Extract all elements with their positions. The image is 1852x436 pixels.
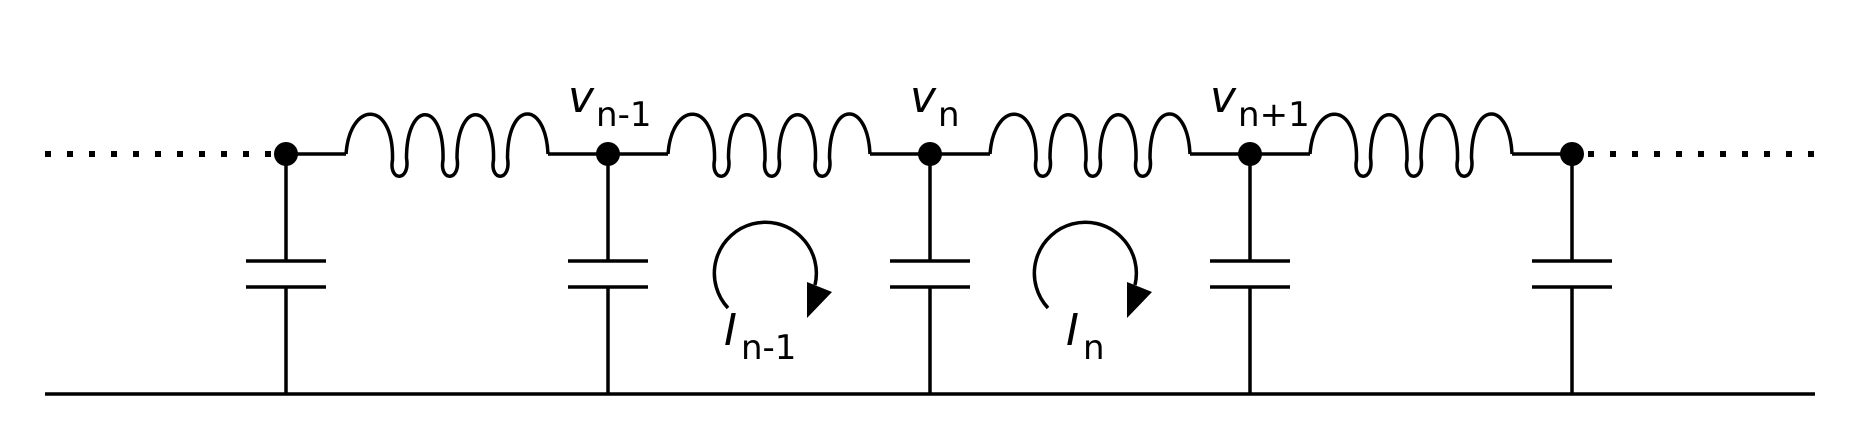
capacitor-1	[246, 154, 326, 394]
junction-nodes	[274, 142, 1584, 166]
node-voltage-label-n-plus-1: vn+1	[1210, 72, 1310, 135]
arrowhead-icon	[807, 282, 832, 318]
inductor-2	[608, 112, 930, 178]
arrowhead-icon	[1127, 282, 1152, 318]
junction-node-5	[1560, 142, 1584, 166]
node-voltage-label-n: vn	[910, 72, 960, 135]
junction-node-3	[918, 142, 942, 166]
capacitor-5	[1532, 154, 1612, 394]
inductor-1	[286, 112, 608, 178]
capacitor-2	[568, 154, 648, 394]
junction-node-4	[1238, 142, 1262, 166]
junction-node-2	[596, 142, 620, 166]
loop-current-arrow-n	[1032, 220, 1152, 318]
node-voltage-label-n-minus-1: vn-1	[568, 72, 652, 135]
capacitor-3	[890, 154, 970, 394]
shunt-capacitors	[246, 154, 1612, 394]
capacitor-4	[1210, 154, 1290, 394]
loop-current-arrow-n-minus-1	[712, 220, 832, 318]
junction-node-1	[274, 142, 298, 166]
inductor-3	[930, 112, 1250, 178]
